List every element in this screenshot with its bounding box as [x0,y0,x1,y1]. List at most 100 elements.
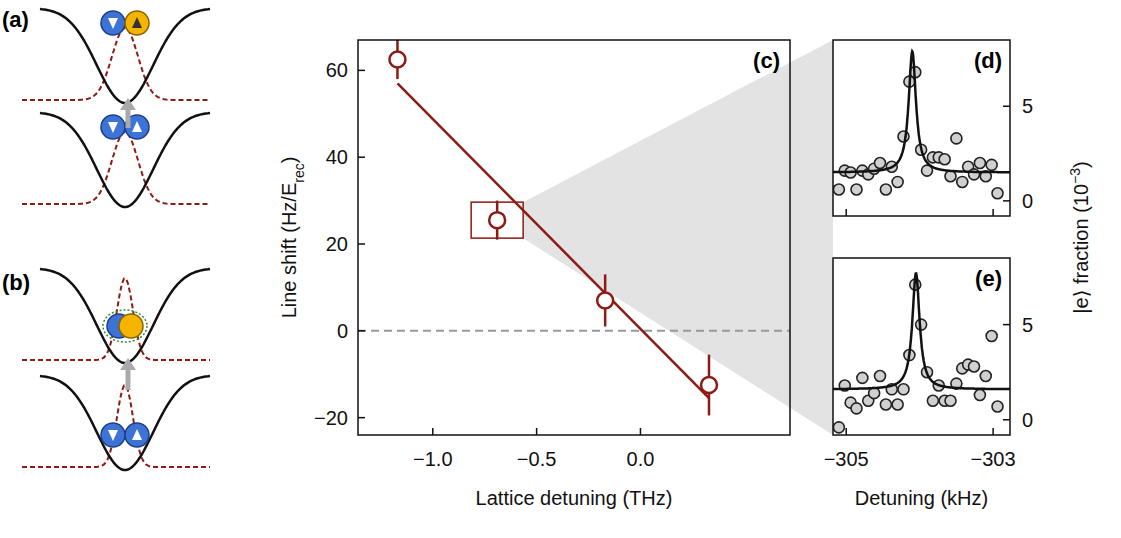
atom [119,314,143,338]
tick-label: −303 [971,448,1016,470]
axis-title-part: ) [1070,161,1092,168]
data-point [851,403,862,414]
tick-label: 40 [326,146,348,168]
axis-title-part: |e⟩ fraction (10 [1070,184,1092,314]
plot-area [358,40,790,415]
fit-line [398,83,710,398]
panel-label: (b) [2,270,30,295]
tick [358,330,365,332]
axis-title-part: rec [291,163,307,182]
data-point [992,401,1003,412]
data-point [986,331,997,342]
data-point [945,171,956,182]
wavefunction [22,28,210,100]
data-point [875,371,886,382]
spin-arrow [132,17,142,28]
data-point [939,154,950,165]
data-point [892,399,903,410]
tick-label: 0 [337,320,348,342]
potential-well [40,9,210,103]
wavefunction [22,132,210,204]
transition-arrow-head [120,98,136,110]
tick [358,156,365,158]
atom [125,423,149,447]
wavefunction [22,386,210,467]
data-point [969,169,980,180]
data-point [880,399,891,410]
tick [845,209,847,216]
atom [101,11,125,35]
plot-background [833,40,1010,216]
diagram: (a) (b) [2,7,210,470]
data-point [833,422,844,433]
potential-well [40,376,210,470]
data-point [857,372,868,383]
axis-title-part: −3 [1067,168,1083,184]
data-point [875,158,886,169]
panel-label: (d) [974,48,1002,73]
tick-label: −20 [314,407,348,429]
data-point [851,184,862,195]
atom [101,115,125,139]
tick [640,428,642,435]
tick [1003,324,1010,326]
axis-title: Line shift (Hz/Erec) [278,157,307,319]
tick-label: 5 [1022,95,1033,117]
plot-frame [833,40,1010,216]
data-point [969,361,980,372]
tick-label: −0.5 [517,448,556,470]
potential-well [40,113,210,207]
tick-label: 0 [1022,190,1033,212]
tick [845,428,847,435]
data-point [701,377,717,393]
pair-ellipse [103,310,147,342]
data-point [957,176,968,187]
wavefunction [22,279,210,360]
plot-frame [358,40,790,435]
spin-arrow [108,18,118,29]
data-point [489,212,505,228]
plot-area [833,51,1010,198]
spin-arrow [132,121,142,132]
spin-arrow [108,430,118,441]
tick [1003,419,1010,421]
axis-title-part: ) [278,157,300,164]
tick-label: 60 [326,59,348,81]
axis-title-part: Line shift (Hz/E [278,183,300,319]
tick [358,70,365,72]
reference-line [358,330,790,332]
axis-title: Detuning (kHz) [855,487,988,509]
tick [358,243,365,245]
transition-arrow-head [120,358,136,370]
data-point [992,188,1003,199]
potential-well [40,269,210,363]
panel-label: (a) [2,7,29,32]
data-point [880,184,891,195]
tick-label: 0.0 [627,448,655,470]
data-point [389,52,405,68]
data-point [986,159,997,170]
tick-label: −1.0 [413,448,452,470]
tick-label: 5 [1022,314,1033,336]
tick [992,428,994,435]
panel-label: (c) [753,48,780,73]
axis-title: Lattice detuning (THz) [476,487,673,509]
tick [1003,200,1010,202]
tick [358,417,365,419]
spin-arrow [108,122,118,133]
tick-label: −305 [824,448,869,470]
tick [432,428,434,435]
atom [125,11,149,35]
spin-arrow [132,429,142,440]
figure: (a)(b)−1.0−0.50.0−200204060Lattice detun… [0,0,1121,538]
plot-frame [833,258,1010,435]
zoom-wedge [523,40,833,435]
data-point [945,395,956,406]
tick-label: 0 [1022,409,1033,431]
data-point [974,158,985,169]
data-point [833,184,844,195]
plot-area [833,274,1010,433]
tick [536,428,538,435]
data-point [898,384,909,395]
data-point [980,371,991,382]
